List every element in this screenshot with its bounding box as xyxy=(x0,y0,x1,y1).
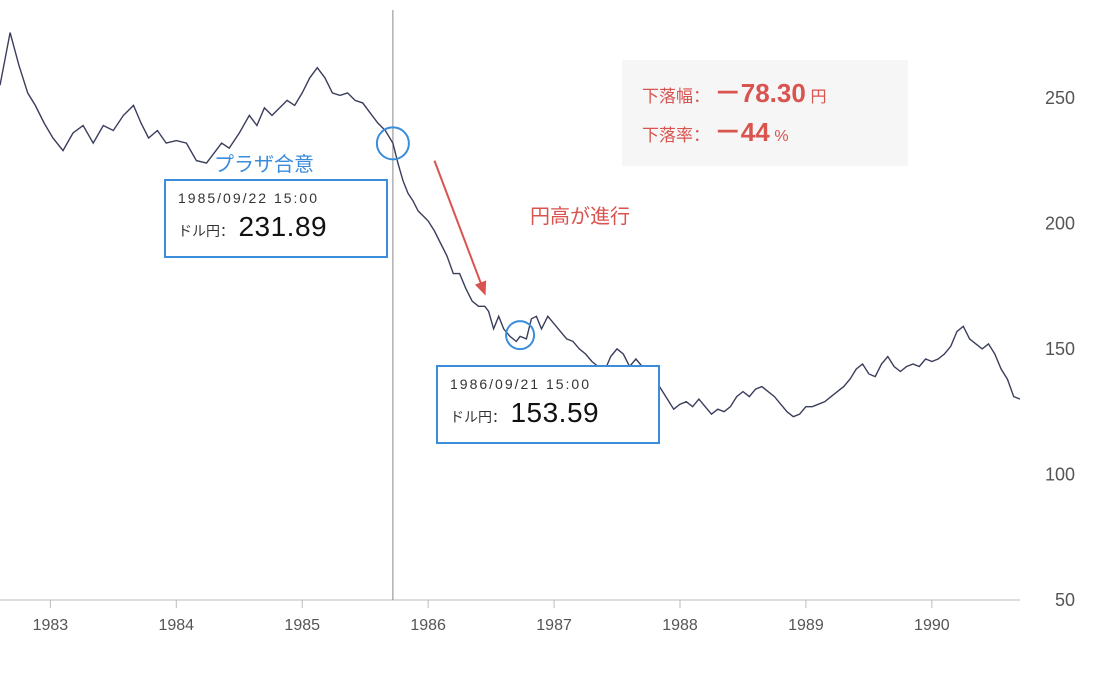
stats-box: 下落幅： －78.30 円 下落率： －44 % xyxy=(622,60,908,166)
x-tick-label: 1990 xyxy=(914,617,950,634)
annotation-1-pair-label: ドル円： xyxy=(178,222,234,241)
x-tick-label: 1983 xyxy=(33,617,69,634)
x-axis: 1983 1984 1985 1986 1987 1988 1989 1990 xyxy=(0,600,1020,634)
circle-markers xyxy=(377,127,534,349)
stats-2-value: －44 xyxy=(715,117,770,147)
x-tick-label: 1985 xyxy=(284,617,320,634)
annotation-box-1: 1985/09/22 15:00 ドル円： 231.89 xyxy=(164,179,388,258)
y-tick-label: 250 xyxy=(1045,88,1075,108)
arrow-label-text: 円高が進行 xyxy=(530,206,630,228)
stats-line-2: 下落率： －44 % xyxy=(642,113,888,152)
x-tick-label: 1987 xyxy=(536,617,572,634)
event-label: プラザ合意 xyxy=(214,148,314,177)
x-tick-label: 1988 xyxy=(662,617,698,634)
stats-line-1: 下落幅： －78.30 円 xyxy=(642,74,888,113)
annotation-2-value: 153.59 xyxy=(510,394,599,432)
y-tick-label: 200 xyxy=(1045,213,1075,233)
annotation-1-date: 1985/09/22 15:00 xyxy=(178,189,374,208)
y-tick-label: 100 xyxy=(1045,464,1075,484)
y-tick-label: 50 xyxy=(1055,590,1075,610)
x-tick-label: 1986 xyxy=(410,617,446,634)
stats-1-label: 下落幅： xyxy=(642,87,710,106)
x-tick-label: 1984 xyxy=(158,617,194,634)
stats-1-value: －78.30 xyxy=(715,78,806,108)
x-tick-label: 1989 xyxy=(788,617,824,634)
annotation-box-2: 1986/09/21 15:00 ドル円： 153.59 xyxy=(436,365,660,444)
y-tick-label: 150 xyxy=(1045,339,1075,359)
stats-1-unit: 円 xyxy=(811,89,827,106)
y-axis: 50 100 150 200 250 xyxy=(1045,88,1075,610)
highlight-circle xyxy=(506,321,534,349)
annotation-1-value: 231.89 xyxy=(238,208,327,246)
chart-container: 1983 1984 1985 1986 1987 1988 1989 1990 50 100 15… xyxy=(0,0,1100,677)
arrow-label: 円高が進行 xyxy=(530,200,630,229)
annotation-2-date: 1986/09/21 15:00 xyxy=(450,375,646,394)
line-chart: 1983 1984 1985 1986 1987 1988 1989 1990 50 100 15… xyxy=(0,0,1100,677)
stats-2-unit: % xyxy=(774,128,788,145)
annotation-2-pair-label: ドル円： xyxy=(450,408,506,427)
stats-2-label: 下落率： xyxy=(642,126,710,145)
event-label-text: プラザ合意 xyxy=(214,154,314,176)
